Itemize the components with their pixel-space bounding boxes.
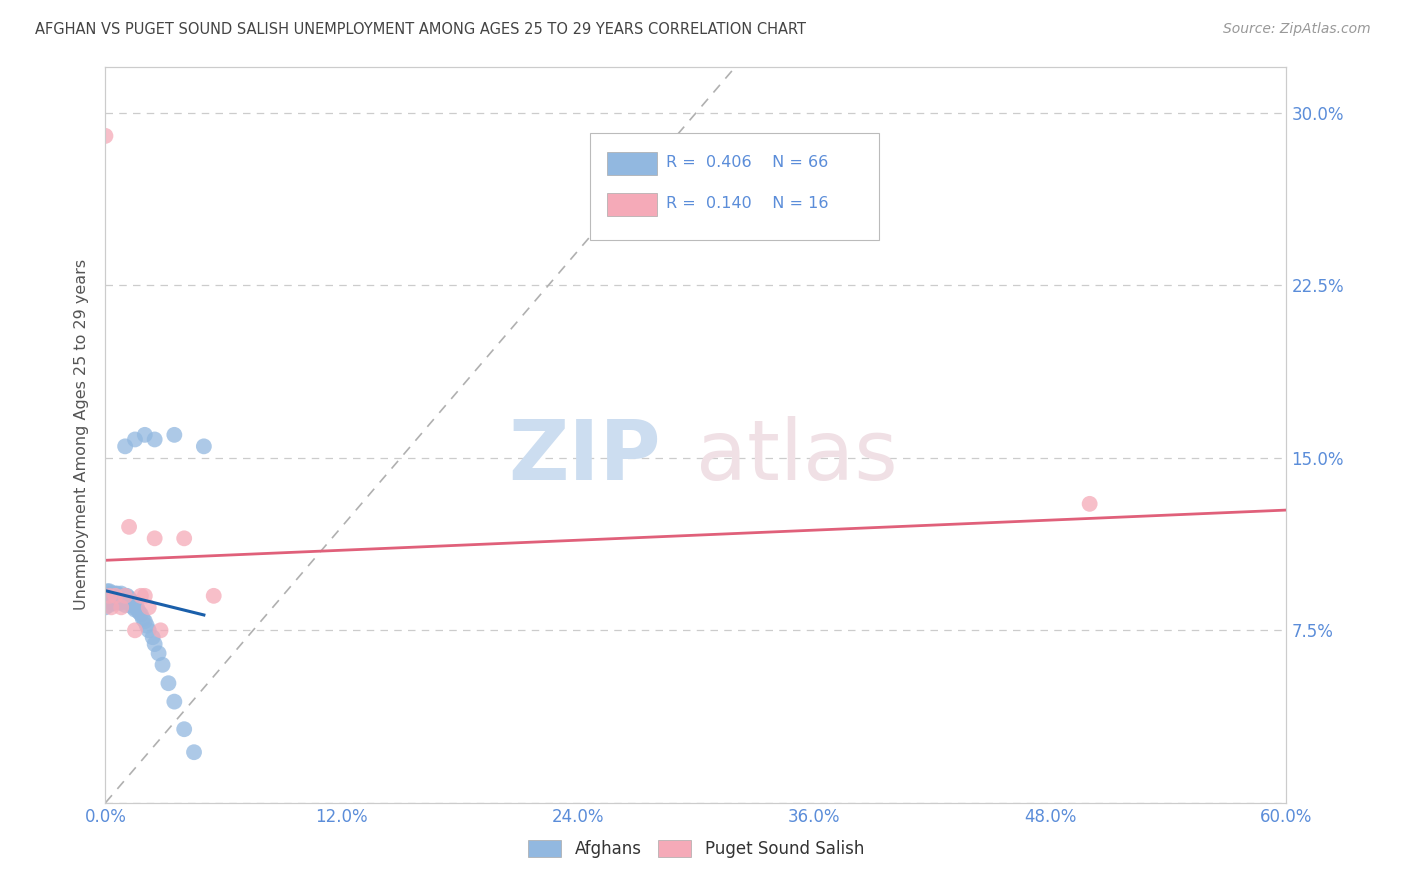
Point (125, 600, 148, 615)
Point (96, 589, 118, 603)
Point (108, 589, 131, 603)
Point (100, 596, 122, 610)
Point (134, 427, 156, 442)
Point (105, 589, 128, 603)
Point (104, 586, 127, 600)
Point (110, 586, 132, 600)
Point (118, 591, 141, 606)
Point (134, 614, 156, 628)
Point (114, 589, 136, 603)
Point (94, 600, 117, 615)
Point (143, 532, 166, 546)
Point (105, 593, 128, 607)
Point (98, 589, 121, 603)
Point (138, 624, 160, 638)
Point (157, 676, 180, 690)
Point (202, 589, 225, 603)
Point (120, 598, 142, 612)
Point (173, 532, 195, 546)
Point (112, 591, 135, 606)
Point (108, 596, 131, 610)
Point (96, 584, 118, 599)
Point (104, 589, 127, 603)
Point (173, 723, 195, 737)
Point (152, 657, 174, 672)
Point (100, 600, 122, 615)
Point (118, 596, 141, 610)
Point (96, 593, 118, 607)
Point (103, 589, 125, 603)
Point (128, 605, 150, 619)
Text: ZIP: ZIP (508, 417, 661, 498)
Point (100, 593, 122, 607)
Point (114, 598, 136, 612)
Point (98, 589, 121, 603)
Point (110, 591, 132, 606)
Point (142, 630, 165, 644)
Point (148, 646, 170, 660)
Point (122, 600, 145, 615)
Text: AFGHAN VS PUGET SOUND SALISH UNEMPLOYMENT AMONG AGES 25 TO 29 YEARS CORRELATION : AFGHAN VS PUGET SOUND SALISH UNEMPLOYMEN… (35, 22, 806, 37)
Point (135, 618, 157, 632)
Point (100, 586, 122, 600)
Text: R =  0.140    N = 16: R = 0.140 N = 16 (666, 196, 830, 211)
Point (105, 586, 128, 600)
Point (143, 433, 166, 447)
Point (124, 433, 146, 447)
Point (193, 439, 215, 453)
Point (129, 607, 152, 622)
Point (98, 593, 121, 607)
Point (149, 624, 172, 638)
Point (124, 596, 146, 610)
Point (114, 593, 136, 607)
Text: R =  0.406    N = 66: R = 0.406 N = 66 (666, 155, 828, 170)
Point (143, 637, 166, 651)
Point (104, 591, 127, 606)
Text: atlas: atlas (696, 417, 897, 498)
Y-axis label: Unemployment Among Ages 25 to 29 years: Unemployment Among Ages 25 to 29 years (75, 260, 90, 610)
Point (118, 520, 141, 534)
Point (132, 612, 155, 626)
Point (114, 589, 136, 603)
Point (129, 589, 152, 603)
Point (104, 593, 127, 607)
Point (100, 589, 122, 603)
Point (110, 596, 132, 610)
Point (138, 600, 160, 615)
Point (183, 745, 205, 759)
Point (103, 596, 125, 610)
Point (104, 596, 127, 610)
Point (103, 591, 125, 606)
Point (110, 600, 132, 615)
FancyBboxPatch shape (607, 193, 657, 216)
Legend: Afghans, Puget Sound Salish: Afghans, Puget Sound Salish (522, 833, 870, 864)
Point (108, 591, 131, 606)
Point (115, 589, 138, 603)
FancyBboxPatch shape (607, 152, 657, 175)
Point (1078, 497, 1101, 511)
Point (120, 593, 142, 607)
Point (94, 589, 117, 603)
Point (103, 586, 125, 600)
Point (124, 602, 146, 616)
Point (115, 593, 138, 607)
Point (124, 624, 146, 638)
FancyBboxPatch shape (589, 133, 879, 240)
Point (163, 427, 186, 442)
Point (114, 439, 136, 453)
Point (98, 584, 121, 599)
Point (98, 598, 121, 612)
Text: Source: ZipAtlas.com: Source: ZipAtlas.com (1223, 22, 1371, 37)
Point (112, 589, 135, 603)
Point (163, 695, 186, 709)
Point (94, 128, 117, 143)
Point (134, 589, 156, 603)
Point (104, 589, 127, 603)
